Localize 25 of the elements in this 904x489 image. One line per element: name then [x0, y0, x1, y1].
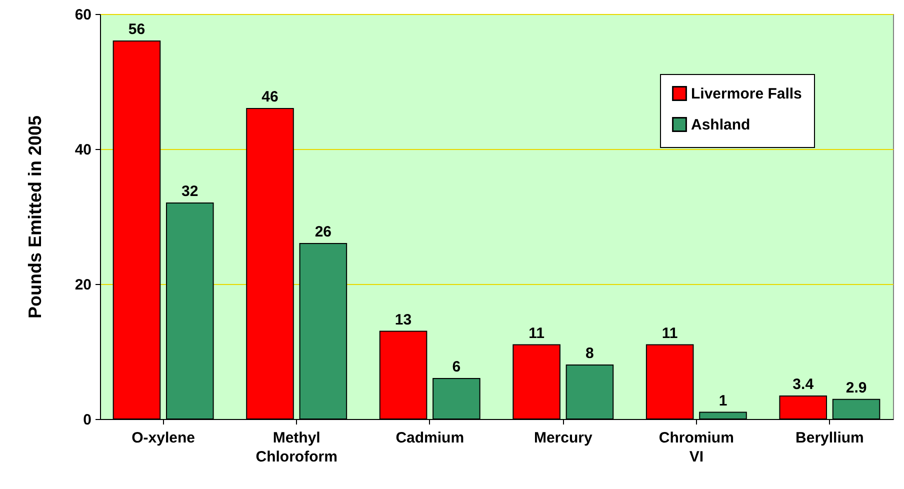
x-tick-label: O-xylene [132, 430, 195, 446]
x-tick-label: Mercury [534, 430, 593, 446]
y-tick-label: 0 [83, 412, 92, 428]
data-label: 1 [718, 392, 728, 410]
data-label: 2.9 [846, 379, 867, 396]
data-label: 6 [452, 358, 461, 376]
legend-label: Livermore Falls [691, 86, 802, 102]
data-label: 11 [662, 324, 678, 342]
data-label: 11 [528, 324, 544, 342]
legend-label: Ashland [691, 116, 750, 134]
y-tick-label: 60 [74, 6, 92, 24]
y-tick-label: 40 [74, 142, 92, 158]
data-label: 26 [314, 224, 332, 240]
x-tick-label: Cadmium [396, 430, 464, 446]
y-tick-label: 20 [74, 276, 92, 294]
x-tick-label: Chromium VI [658, 430, 734, 466]
data-label: 3.4 [792, 376, 814, 394]
data-label: 32 [182, 183, 198, 200]
data-label: 8 [586, 345, 594, 362]
data-label: 46 [262, 88, 278, 106]
x-tick-label: Methyl Chloroform [256, 430, 338, 466]
data-label: 56 [128, 21, 146, 38]
data-label: 13 [394, 311, 412, 328]
x-tick-label: Beryllium [796, 430, 864, 446]
y-axis-title: Pounds Emitted in 2005 [24, 115, 45, 319]
